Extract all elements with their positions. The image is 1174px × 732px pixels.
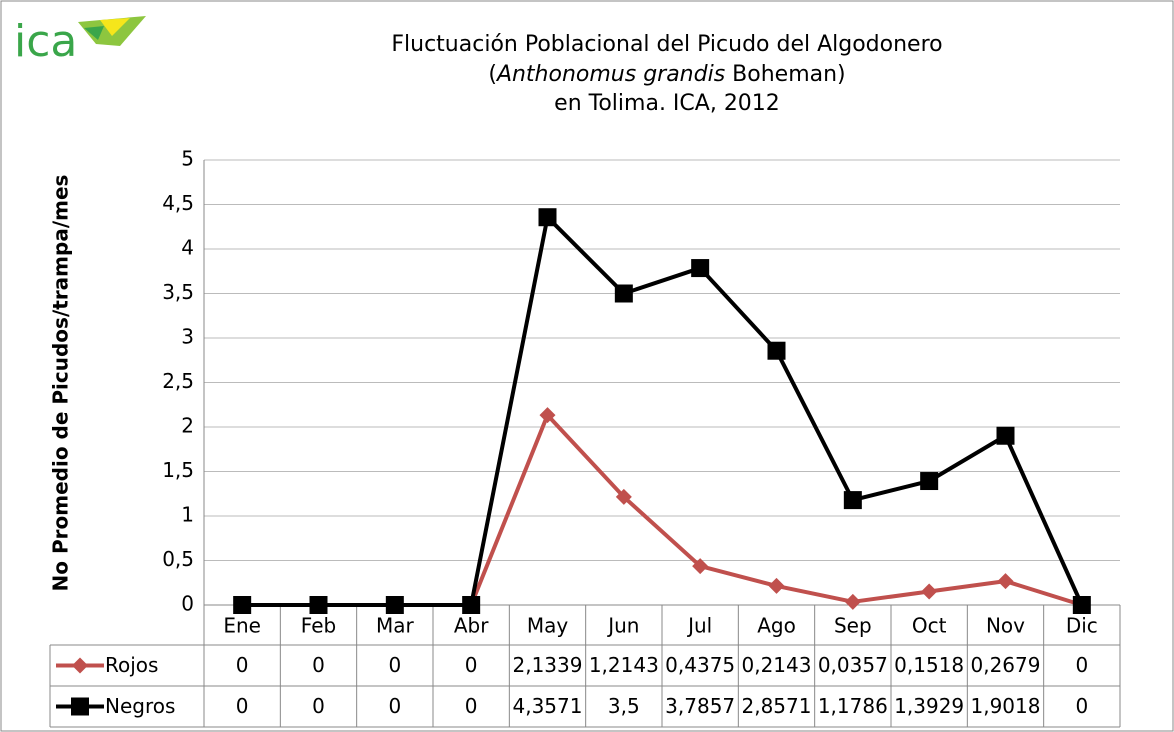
table-value: 0 (465, 653, 478, 677)
table-value: 0 (1075, 694, 1088, 718)
y-tick-label: 4,5 (162, 191, 194, 215)
marker (768, 577, 785, 594)
x-tick-label: Oct (912, 614, 947, 638)
table-value: 0,2679 (971, 653, 1041, 677)
marker (691, 259, 710, 278)
chart-title: (Anthonomus grandis Boheman) (488, 62, 845, 87)
marker (462, 596, 481, 614)
table-value: 4,3571 (513, 694, 583, 718)
marker (920, 472, 939, 491)
x-tick-label: Jul (686, 614, 712, 638)
y-tick-label: 0 (181, 592, 194, 616)
table-value: 0,2143 (742, 653, 812, 677)
y-axis-label: No Promedio de Picudos/trampa/mes (49, 175, 73, 592)
marker (385, 596, 404, 614)
legend-marker (72, 657, 88, 674)
x-tick-label: Jun (606, 614, 639, 638)
title-part: Anthonomus grandis (495, 62, 725, 87)
table-value: 3,5 (608, 694, 640, 718)
y-tick-label: 5 (181, 147, 194, 171)
marker (538, 208, 557, 227)
marker (233, 596, 252, 614)
x-tick-label: Ene (223, 614, 261, 638)
table-value: 0 (388, 653, 401, 677)
table-value: 0 (465, 694, 478, 718)
table-value: 0 (1075, 653, 1088, 677)
table-value: 0 (236, 653, 249, 677)
x-tick-label: Nov (986, 614, 1025, 638)
y-tick-label: 4 (181, 236, 194, 260)
table-value: 0 (312, 694, 325, 718)
marker (843, 491, 862, 510)
marker (767, 341, 786, 360)
marker (921, 583, 938, 600)
marker (539, 407, 556, 424)
marker (615, 488, 632, 505)
table-value: 0,1518 (894, 653, 964, 677)
marker (692, 558, 709, 575)
legend-label: Rojos (105, 653, 158, 677)
x-tick-label: Dic (1066, 614, 1098, 638)
title-part: Boheman) (725, 62, 845, 87)
table-value: 0,0357 (818, 653, 888, 677)
y-tick-label: 1,5 (162, 458, 194, 482)
table-value: 1,9018 (971, 694, 1041, 718)
y-tick-label: 0,5 (162, 547, 194, 571)
marker (844, 593, 861, 610)
table-value: 1,1786 (818, 694, 888, 718)
chart-title: Fluctuación Poblacional del Picudo del A… (391, 32, 942, 57)
table-value: 0 (236, 694, 249, 718)
y-tick-label: 1 (181, 503, 194, 527)
x-tick-label: Mar (376, 614, 415, 638)
x-tick-label: Feb (301, 614, 336, 638)
table-value: 1,3929 (894, 694, 964, 718)
table-value: 2,8571 (742, 694, 812, 718)
series-line (242, 215, 1084, 607)
marker (1072, 596, 1091, 614)
logo-mark (78, 16, 146, 46)
y-tick-label: 3,5 (162, 280, 194, 304)
table-value: 3,7857 (665, 694, 735, 718)
table-value: 2,1339 (513, 653, 583, 677)
y-tick-label: 3 (181, 325, 194, 349)
y-tick-label: 2 (181, 414, 194, 438)
table-value: 0 (312, 653, 325, 677)
table-value: 0,4375 (665, 653, 735, 677)
marker (996, 426, 1015, 445)
table-value: 1,2143 (589, 653, 659, 677)
x-tick-label: Abr (454, 614, 489, 638)
marker (309, 596, 328, 614)
marker (614, 284, 633, 303)
logo: ica (14, 16, 77, 67)
legend-label: Negros (105, 694, 175, 718)
x-tick-label: Sep (834, 614, 872, 638)
title-part: ( (488, 62, 497, 87)
legend-marker (71, 697, 89, 716)
x-tick-label: May (527, 614, 569, 638)
table-value: 0 (388, 694, 401, 718)
x-tick-label: Ago (757, 614, 796, 638)
chart-title: en Tolima. ICA, 2012 (554, 91, 780, 116)
y-tick-label: 2,5 (162, 369, 194, 393)
marker (997, 573, 1014, 590)
